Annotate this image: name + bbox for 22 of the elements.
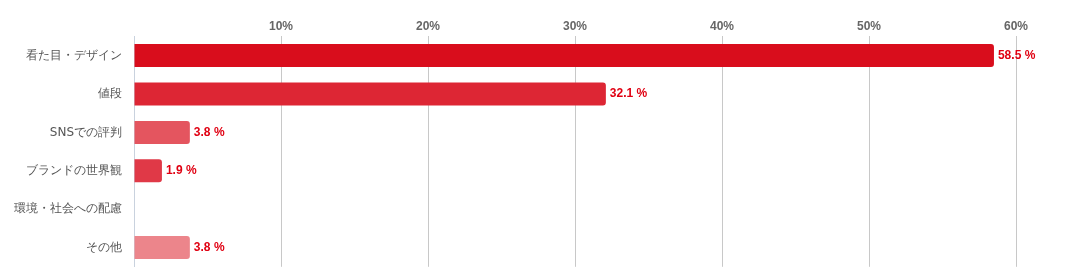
data-label: 3.8 % <box>193 239 225 254</box>
x-tick-label: 60% <box>1003 18 1029 33</box>
bar <box>134 159 162 183</box>
bar <box>134 82 606 106</box>
x-tick-label: 30% <box>562 18 588 33</box>
data-label: 3.8 % <box>193 124 225 139</box>
data-label: 32.1 % <box>609 86 648 101</box>
x-tick-label: 10% <box>268 18 294 33</box>
bar <box>134 236 190 260</box>
x-tick-label: 50% <box>856 18 882 33</box>
y-tick-label: 看た目・デザイン <box>26 47 122 62</box>
y-tick-label: 環境・社会への配慮 <box>14 201 122 216</box>
data-label: 1.9 % <box>165 163 197 178</box>
data-label: 58.5 % <box>997 47 1036 62</box>
bar <box>134 44 994 68</box>
y-tick-label: その他 <box>86 239 122 254</box>
y-tick-label: ブランドの世界観 <box>26 162 122 177</box>
y-tick-label: 値段 <box>98 86 122 101</box>
bar <box>134 120 190 144</box>
y-tick-label: SNSでの評判 <box>49 124 122 139</box>
x-tick-label: 40% <box>709 18 735 33</box>
x-tick-label: 20% <box>415 18 441 33</box>
